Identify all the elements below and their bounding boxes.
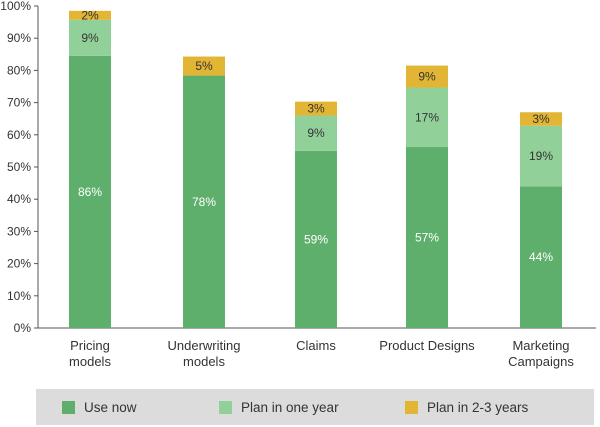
bar-segment-plan-one-year [295,115,337,151]
x-tick-label: models [69,354,111,369]
legend-swatch [405,400,418,414]
stacked-bar-chart: 0% 10% 20% 30% 40% 50% 60% 70% 80% 90% 100% 86% 9% 2%… [0,0,596,369]
data-label: 5% [195,59,213,73]
y-tick-label: 0% [14,321,32,335]
bar-segment-plan-one-year [406,87,448,148]
legend-item: Plan in one year [219,389,339,425]
x-tick-label: Claims [296,338,336,353]
legend-item: Plan in 2-3 years [405,389,528,425]
legend-label: Use now [84,399,137,415]
x-tick-label: Marketing [512,338,569,353]
data-label: 78% [192,195,216,209]
legend-swatch [62,400,75,414]
data-label: 2% [81,8,99,22]
data-label: 9% [307,126,325,140]
data-label: 3% [532,112,550,126]
bar-segment-plan-one-year [69,19,111,56]
x-tick-label: models [183,354,225,369]
y-tick-label: 80% [7,63,31,77]
bar-segment-use-now [295,150,337,328]
y-tick-label: 60% [7,128,31,142]
data-label: 44% [529,250,553,264]
x-tick-label: Product Designs [379,338,475,353]
legend-label: Plan in one year [241,399,339,415]
y-tick-label: 40% [7,192,31,206]
bar-segment-plan-2-3-years [69,10,111,20]
legend-label: Plan in 2-3 years [427,399,529,415]
bar-segment-use-now [183,75,225,328]
data-label: 9% [418,70,436,84]
bar-segment-plan-2-3-years [520,112,562,126]
bar-segment-plan-2-3-years [406,65,448,88]
bar-segment-use-now [69,55,111,328]
x-tick-label: Campaigns [508,354,574,369]
y-tick-label: 90% [7,31,31,45]
legend-swatch [219,400,232,414]
x-tick-label: Pricing [70,338,110,353]
y-tick-label: 70% [7,96,31,110]
bar-segment-use-now [406,147,448,328]
y-tick-label: 20% [7,257,31,271]
data-label: 19% [529,149,553,163]
y-tick-label: 10% [7,289,31,303]
bar-segment-plan-2-3-years [295,101,337,116]
data-label: 9% [81,31,99,45]
legend: Use now Plan in one year Plan in 2-3 years [36,389,594,425]
y-tick-label: 100% [0,0,31,13]
data-label: 17% [415,110,439,124]
y-tick-label: 30% [7,224,31,238]
bar-segment-plan-one-year [520,125,562,187]
data-label: 57% [415,231,439,245]
x-tick-label: Underwriting [168,338,241,353]
bar-segment-use-now [520,186,562,328]
bar-segment-plan-2-3-years [183,56,225,76]
data-label: 86% [78,185,102,199]
data-label: 3% [307,102,325,116]
legend-item: Use now [62,389,137,425]
data-label: 59% [304,232,328,246]
y-tick-label: 50% [7,160,31,174]
